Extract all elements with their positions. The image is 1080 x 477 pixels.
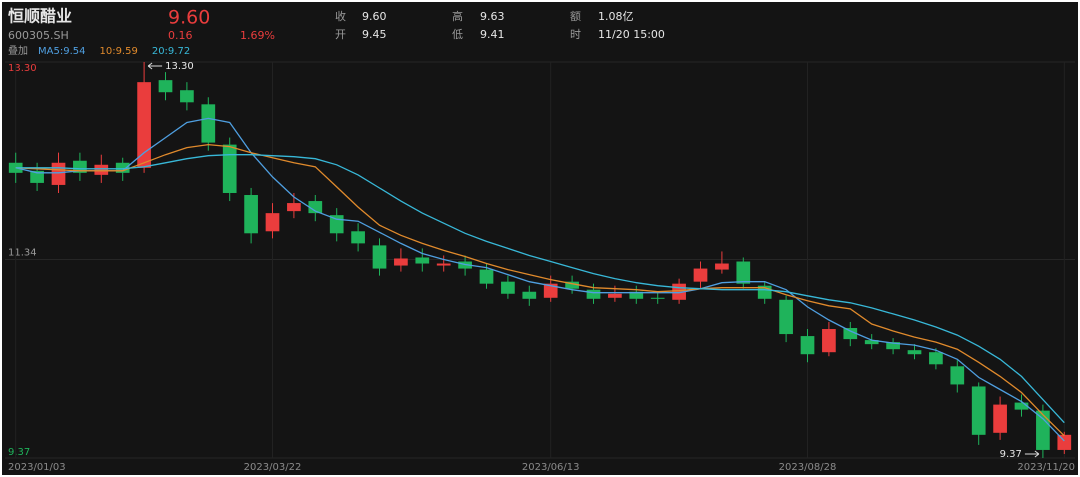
candle-body xyxy=(415,257,430,264)
candle-body xyxy=(436,263,451,266)
x-tick-label: 2023/08/28 xyxy=(779,462,837,473)
candle-body xyxy=(822,329,836,353)
label: 开 xyxy=(335,28,346,41)
value: 9.60 xyxy=(362,10,387,23)
candle-body xyxy=(929,352,943,365)
candle-body xyxy=(73,160,87,173)
x-tick-label: 2023/11/20 xyxy=(1017,462,1075,473)
price: 9.60 xyxy=(168,7,210,29)
code: 600305.SH xyxy=(8,29,69,42)
candle-body xyxy=(1014,402,1029,410)
candle-body xyxy=(137,82,151,168)
candle-body xyxy=(586,289,601,299)
y-tick-label: 11.34 xyxy=(8,247,37,258)
candle-body xyxy=(115,162,130,173)
legend-entry: MA5:9.54 xyxy=(38,46,85,57)
candle-body xyxy=(650,297,665,299)
ma-line xyxy=(15,143,1065,437)
ma-line xyxy=(15,117,1065,442)
candle-body xyxy=(843,328,858,340)
candle-body xyxy=(372,245,387,269)
legend-entry: 20:9.72 xyxy=(152,46,190,57)
candle-body xyxy=(201,104,216,143)
candle-body xyxy=(308,201,323,214)
value: 9.41 xyxy=(480,28,505,41)
value: 1.08亿 xyxy=(598,10,634,23)
x-tick-label: 2023/06/13 xyxy=(522,462,580,473)
candle-body xyxy=(1036,410,1050,450)
value: 11/20 15:00 xyxy=(598,28,665,41)
candle-body xyxy=(501,281,515,294)
label: 高 xyxy=(452,9,463,23)
x-tick-label: 2023/01/03 xyxy=(8,462,66,473)
candle-body xyxy=(629,291,644,299)
annotation-arrow-head xyxy=(1034,450,1040,458)
candle-body xyxy=(907,350,922,355)
y-tick-label: 13.30 xyxy=(8,63,37,74)
candle-body xyxy=(394,258,408,266)
candle-body xyxy=(950,366,965,385)
candle-body xyxy=(886,342,900,350)
x-tick-label: 2023/03/22 xyxy=(244,462,302,473)
annotation-arrow-head xyxy=(147,62,153,70)
change: 0.16 xyxy=(168,29,193,42)
candle-body xyxy=(693,268,708,282)
candle-body xyxy=(736,261,751,284)
min-annotation: 9.37 xyxy=(1000,449,1022,460)
candle-body xyxy=(158,80,173,93)
label: 额 xyxy=(570,10,581,23)
value: 9.45 xyxy=(362,28,387,41)
ma-line xyxy=(15,154,1065,424)
label: 低 xyxy=(452,28,463,41)
candle-body xyxy=(800,336,815,355)
candle-body xyxy=(543,283,558,298)
label: 收 xyxy=(335,9,346,23)
candle-body xyxy=(51,162,66,185)
candle-body xyxy=(608,293,622,298)
candle-body xyxy=(779,299,793,335)
legend-entry: 10:9.59 xyxy=(99,46,137,57)
candle-body xyxy=(993,404,1007,433)
change-pct: 1.69% xyxy=(240,29,275,42)
candle-body xyxy=(265,213,280,232)
candle-body xyxy=(971,386,986,435)
candle-body xyxy=(522,291,537,299)
candle-body xyxy=(1057,434,1072,450)
candle-body xyxy=(715,263,729,270)
value: 9.63 xyxy=(480,10,505,23)
candle-body xyxy=(864,340,879,345)
stock-name: 恒顺醋业 xyxy=(8,7,72,26)
max-annotation: 13.30 xyxy=(165,61,194,72)
candle-body xyxy=(287,203,301,212)
candle-body xyxy=(244,195,258,234)
candle-body xyxy=(30,170,44,183)
candle-body xyxy=(180,90,194,103)
candle-body xyxy=(565,281,579,289)
candle-body xyxy=(222,144,237,193)
y-tick-label: 9.37 xyxy=(8,447,30,458)
overlay-label: 叠加 xyxy=(8,45,28,57)
candle-body xyxy=(479,269,494,284)
label: 时 xyxy=(570,28,581,41)
candle-body xyxy=(351,231,365,244)
candle-body xyxy=(94,164,109,175)
